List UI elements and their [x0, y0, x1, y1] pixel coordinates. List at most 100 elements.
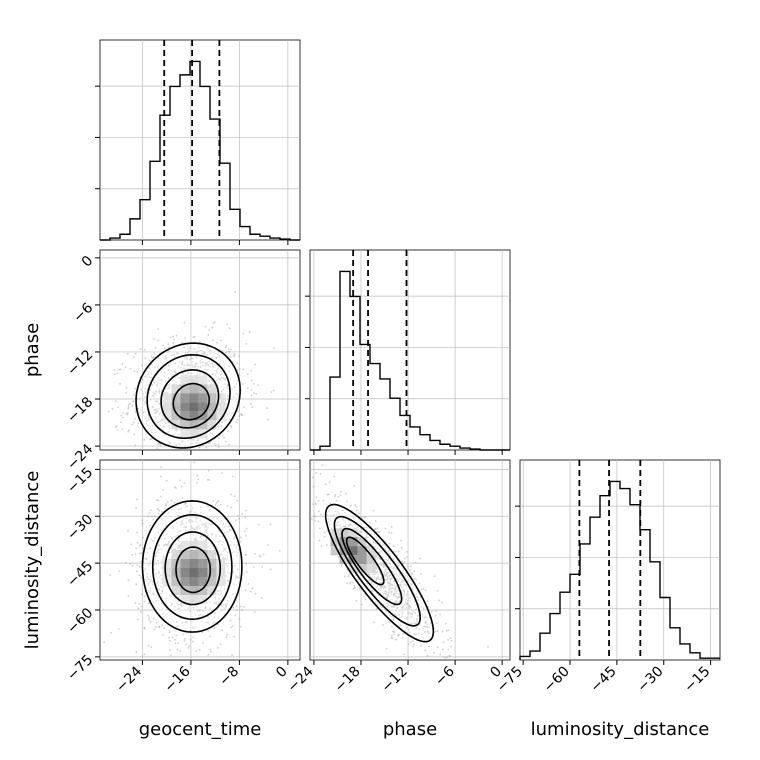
contour-1 [333, 515, 422, 627]
density-cell [207, 559, 217, 568]
panel-phase-phase [305, 249, 511, 455]
density-cell [207, 402, 217, 412]
density-cell [216, 393, 226, 403]
density-cell [198, 384, 208, 394]
density-cell [339, 546, 349, 556]
x-tick-label-geocent_time: 0 [273, 664, 291, 682]
y-tick-label-luminosity_distance: −60 [64, 605, 96, 637]
density-cell [357, 564, 367, 574]
density-cell [162, 411, 172, 421]
density-cell [366, 555, 376, 565]
density-cell [180, 420, 190, 430]
density-cell [198, 420, 208, 430]
density-cell [330, 546, 340, 556]
x-tick-label-luminosity_distance: −45 [587, 664, 619, 696]
contour-1 [146, 353, 231, 439]
density-cell [207, 586, 217, 595]
y-tick-label-phase: −18 [64, 394, 96, 426]
density-cell [189, 429, 199, 439]
density-cell [171, 586, 181, 595]
y-tick-label-phase: −12 [64, 347, 96, 379]
y-tick-label-phase: 0 [79, 253, 97, 271]
density-cell [207, 420, 217, 430]
contour-1 [151, 513, 233, 621]
density-cell [189, 384, 199, 394]
scatter-points [310, 464, 489, 660]
density-cell [162, 393, 172, 403]
density-cell [180, 375, 190, 385]
histogram-phase [310, 270, 510, 451]
density-cell [348, 537, 358, 547]
density-cell [171, 393, 181, 403]
density-cell [216, 568, 226, 577]
density-cell [189, 559, 199, 568]
contour-3 [172, 382, 210, 421]
density-cell [189, 393, 199, 403]
contour-2 [341, 527, 403, 606]
density-cell [189, 402, 199, 412]
density-cell [162, 402, 172, 412]
density-cell [198, 559, 208, 568]
x-tick-label-phase: −24 [285, 663, 317, 695]
density-cell [189, 595, 199, 604]
density-cell [180, 595, 190, 604]
density-cell [339, 555, 349, 565]
density-cell [198, 393, 208, 403]
density-cell [198, 595, 208, 604]
histogram-luminosity_distance [519, 480, 720, 660]
density-cell [357, 555, 367, 565]
density-cell [330, 537, 340, 547]
density-cell [198, 541, 208, 550]
density-cell [189, 375, 199, 385]
x-tick-label-luminosity_distance: −60 [541, 664, 573, 696]
density-cell [180, 559, 190, 568]
density-cell [207, 393, 217, 403]
x-tick-label-geocent_time: −24 [113, 663, 145, 695]
density-cell [180, 550, 190, 559]
x-tick-label-luminosity_distance: −15 [681, 664, 713, 696]
y-axis-label-phase: phase [22, 323, 43, 377]
density-cell [180, 577, 190, 586]
x-tick-label-luminosity_distance: −75 [494, 664, 526, 696]
density-cell [180, 541, 190, 550]
density-cell [189, 541, 199, 550]
density-cell [348, 528, 358, 538]
density-cell [198, 568, 208, 577]
contour-3 [345, 536, 385, 586]
density-cell [180, 429, 190, 439]
y-tick-label-luminosity_distance: −30 [64, 511, 96, 543]
density-cell [180, 393, 190, 403]
x-tick-label-phase: −12 [379, 664, 411, 696]
density-cell [366, 564, 376, 574]
density-cell [198, 375, 208, 385]
density-cell [189, 420, 199, 430]
density-cell [357, 546, 367, 556]
x-tick-label-geocent_time: −16 [162, 663, 194, 695]
panel-frame [519, 459, 721, 661]
panel-phase-luminosity_distance: −24 −18 −12 −6 0 [285, 459, 511, 696]
density-cell [198, 550, 208, 559]
y-tick-label-luminosity_distance: −45 [64, 558, 96, 590]
density-cell [171, 384, 181, 394]
density-cell [162, 568, 172, 577]
density-cell [216, 577, 226, 586]
density-cell [348, 555, 358, 565]
scatter-points [103, 461, 281, 660]
density-cell [348, 546, 358, 556]
x-tick-label-phase: −18 [332, 664, 364, 696]
contour-2 [164, 531, 222, 606]
panel-geocent_time-geocent_time [95, 39, 301, 245]
density-cell [189, 568, 199, 577]
density-cell [207, 550, 217, 559]
density-cell [171, 411, 181, 421]
density-cell [366, 546, 376, 556]
y-tick-label-luminosity_distance: −15 [64, 464, 96, 496]
density-cell [216, 402, 226, 412]
density-cell [207, 384, 217, 394]
density-cell [339, 528, 349, 538]
panel-geocent_time-luminosity_distance: −75 −60 −45 −30 −15 −24 −16 −8 0 [64, 459, 301, 696]
x-tick-label-phase: −6 [432, 663, 458, 689]
density-cell [162, 559, 172, 568]
density-cell [207, 577, 217, 586]
